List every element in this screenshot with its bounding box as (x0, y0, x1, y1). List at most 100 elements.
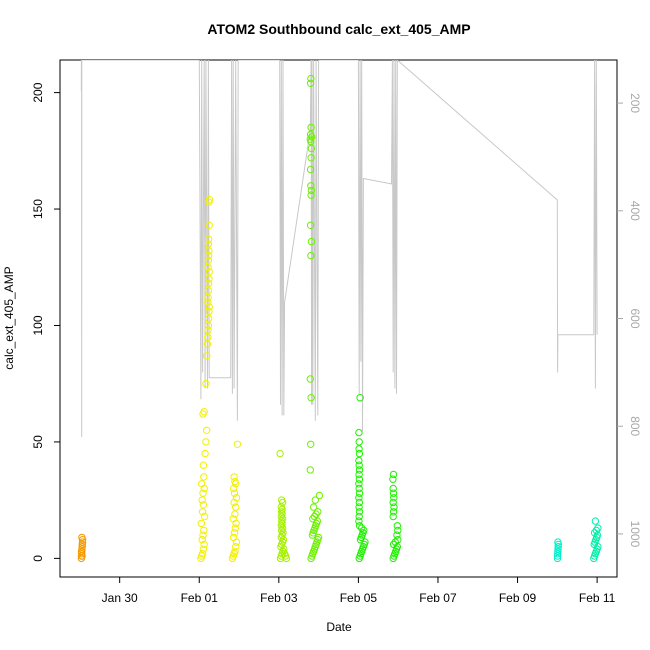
data-point (360, 526, 368, 535)
x-tick-label: Feb 01 (181, 591, 219, 605)
data-point (389, 475, 397, 483)
data-point (204, 235, 213, 244)
data-point (306, 79, 315, 88)
data-point (204, 256, 213, 264)
data-point (205, 275, 213, 283)
data-point (203, 426, 211, 434)
y2-tick-label: 200 (628, 93, 642, 113)
data-point (355, 494, 363, 502)
data-point (553, 552, 562, 560)
data-point (200, 408, 208, 416)
data-point (554, 545, 562, 553)
data-point (231, 524, 240, 532)
data-point (355, 484, 363, 493)
data-point (307, 440, 315, 448)
data-point (204, 298, 212, 306)
data-point (356, 394, 364, 402)
x-tick-label: Feb 09 (499, 591, 537, 605)
data-point (306, 375, 314, 383)
data-point (205, 303, 213, 311)
data-point (204, 326, 212, 334)
y2-tick-label: 400 (628, 201, 642, 221)
data-point (230, 473, 238, 481)
data-point (198, 508, 207, 516)
y-tick-label: 50 (31, 435, 45, 449)
data-point (307, 394, 315, 402)
y-tick-label: 150 (31, 199, 45, 219)
data-point (361, 538, 369, 546)
data-point (553, 554, 562, 563)
data-point (199, 531, 207, 539)
data-point (393, 522, 401, 530)
data-point (314, 533, 323, 542)
x-axis-label: Date (326, 620, 352, 634)
data-point (554, 543, 562, 551)
data-point (232, 543, 240, 551)
y2-tick-label: 800 (628, 416, 642, 436)
data-point (202, 438, 210, 446)
data-point (205, 307, 213, 316)
data-point (202, 380, 210, 388)
data-point (355, 461, 363, 469)
data-point (232, 538, 241, 546)
data-point (306, 130, 315, 139)
chart-title: ATOM2 Southbound calc_ext_405_AMP (207, 21, 470, 37)
data-point (233, 440, 242, 448)
points-layer (77, 74, 602, 563)
data-point (355, 445, 363, 453)
data-point (277, 503, 285, 511)
data-point (200, 512, 209, 521)
data-point (205, 268, 213, 276)
data-point (307, 144, 316, 153)
data-point (204, 314, 213, 323)
y2-tick-label: 1000 (628, 521, 642, 548)
data-point (229, 533, 238, 542)
data-point (205, 221, 213, 230)
data-point (312, 510, 320, 518)
data-point (358, 524, 366, 532)
data-point (355, 489, 364, 497)
data-point (355, 498, 364, 507)
data-point (355, 480, 363, 488)
data-point (307, 182, 315, 190)
data-point (554, 538, 562, 546)
y-axis-label: calc_ext_405_AMP (2, 266, 16, 369)
data-point (78, 538, 87, 546)
data-point (307, 251, 315, 260)
data-point (355, 466, 364, 474)
data-point (204, 240, 213, 248)
data-point (232, 503, 240, 511)
data-point (203, 340, 212, 348)
secondary-y-axis: 200 400 600 800 1000 (617, 93, 642, 548)
data-point (315, 491, 324, 500)
data-point (389, 540, 398, 549)
data-point (204, 279, 213, 288)
y-axis: 0 50 100 150 200 (31, 82, 60, 562)
data-point (355, 517, 363, 525)
data-point (230, 489, 239, 497)
y2-tick-label: 600 (628, 308, 642, 328)
data-point (205, 196, 214, 204)
data-point (204, 293, 212, 302)
data-point (307, 186, 316, 195)
data-point (198, 536, 206, 544)
data-point (355, 512, 363, 521)
data-point (355, 508, 364, 516)
data-point (307, 154, 315, 162)
data-point (355, 475, 364, 483)
data-point (78, 533, 86, 542)
data-point (197, 519, 206, 528)
data-point (203, 352, 211, 360)
data-point (355, 503, 363, 511)
data-point (279, 536, 288, 544)
data-point (78, 552, 86, 560)
data-point (204, 263, 212, 271)
data-point (393, 543, 401, 551)
data-point (306, 221, 315, 230)
y-tick-label: 100 (31, 315, 45, 335)
data-point (198, 550, 207, 558)
x-tick-label: Feb 07 (419, 591, 457, 605)
data-point (282, 554, 290, 563)
data-point (199, 501, 208, 509)
